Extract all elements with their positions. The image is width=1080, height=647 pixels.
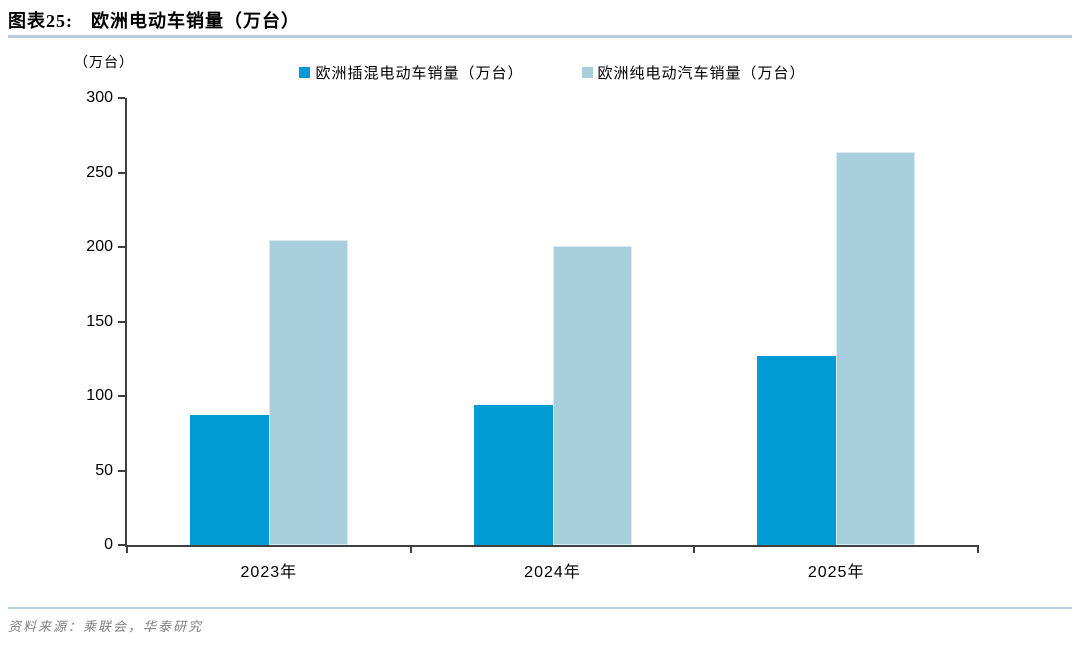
bar-2024年-series-1 (473, 404, 553, 545)
chart-legend: 欧洲插混电动车销量（万台） 欧洲纯电动汽车销量（万台） (127, 62, 978, 83)
y-axis-tick-label: 50 (95, 461, 113, 479)
legend-label: 欧洲插混电动车销量（万台） (315, 66, 524, 82)
x-axis-tick-mark (693, 545, 696, 553)
x-axis-category-label: 2023年 (240, 564, 298, 581)
y-axis-tick-mark (118, 544, 125, 546)
x-axis-tick-mark (126, 545, 128, 553)
x-axis-tick-mark (977, 545, 979, 553)
legend-item-2: 欧洲纯电动汽车销量（万台） (581, 62, 806, 83)
figure-label: 图表25: (8, 11, 73, 31)
bar-2024年-series-2 (552, 245, 632, 545)
title-divider (8, 35, 1072, 38)
x-axis-category-label: 2025年 (807, 564, 865, 581)
figure-title: 欧洲电动车销量（万台） (91, 11, 300, 31)
legend-swatch-icon (299, 67, 311, 78)
bar-2025年-series-2 (836, 151, 916, 545)
legend-label: 欧洲纯电动汽车销量（万台） (597, 66, 806, 82)
y-axis-tick-mark (118, 395, 125, 397)
legend-item-1: 欧洲插混电动车销量（万台） (299, 62, 523, 83)
bar-2023年-series-2 (268, 239, 348, 545)
y-axis-tick-mark (118, 246, 125, 248)
figure-header: 图表25: 欧洲电动车销量（万台） (8, 7, 300, 33)
y-axis-tick-mark (118, 171, 125, 174)
y-axis-unit-label: （万台） (74, 56, 134, 71)
y-axis-tick-label: 300 (86, 89, 113, 106)
y-axis-tick-mark (118, 320, 125, 323)
legend-swatch-icon (581, 67, 593, 78)
y-axis-tick-label: 150 (86, 312, 113, 330)
y-axis-tick-label: 0 (104, 536, 113, 553)
y-axis-tick-label: 250 (86, 163, 113, 181)
x-axis-tick-mark (409, 545, 412, 553)
y-axis-tick-label: 100 (86, 387, 113, 404)
y-axis-tick-mark (118, 469, 125, 472)
y-axis-tick-label: 200 (86, 238, 113, 255)
source-note: 资料来源：乘联会，华泰研究 (8, 619, 204, 634)
y-axis-tick-mark (118, 97, 125, 99)
bar-2023年-series-1 (189, 415, 269, 545)
bar-chart-plot-area: 0 50 100 150 200 250 300 2023年 2024年 2025年 (86, 89, 979, 581)
footer-divider (8, 607, 1072, 609)
bar-2025年-series-1 (757, 355, 837, 545)
x-axis-category-label: 2024年 (524, 564, 581, 581)
